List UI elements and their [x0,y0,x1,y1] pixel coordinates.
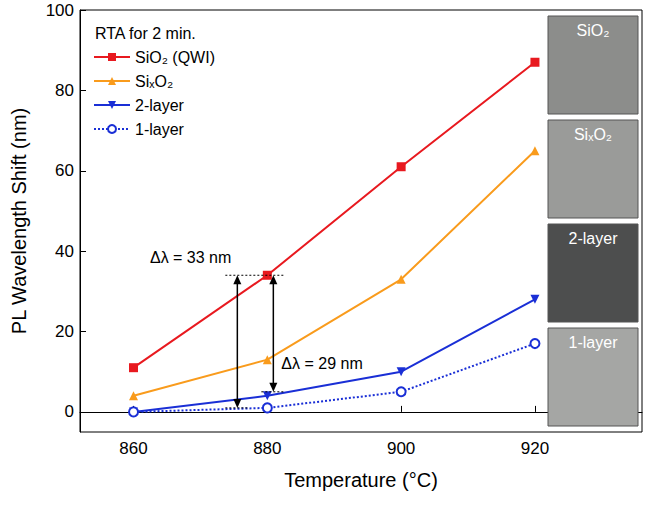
svg-text:SiO₂: SiO₂ [577,22,610,39]
svg-text:0: 0 [65,402,74,421]
svg-text:2-layer: 2-layer [569,230,619,247]
svg-text:SiO₂ (QWI): SiO₂ (QWI) [135,49,215,66]
svg-text:1-layer: 1-layer [569,334,619,351]
svg-text:880: 880 [253,439,281,458]
svg-text:20: 20 [55,322,74,341]
svg-text:80: 80 [55,81,74,100]
svg-text:Δλ = 29 nm: Δλ = 29 nm [281,355,362,372]
svg-text:100: 100 [46,1,74,20]
svg-text:SiₓO₂: SiₓO₂ [574,126,612,143]
svg-text:Δλ = 33 nm: Δλ = 33 nm [150,249,231,266]
svg-text:SiₓO₂: SiₓO₂ [135,73,173,90]
svg-text:RTA for 2 min.: RTA for 2 min. [95,25,196,42]
svg-text:2-layer: 2-layer [135,97,185,114]
svg-text:860: 860 [119,439,147,458]
svg-text:60: 60 [55,161,74,180]
svg-text:40: 40 [55,242,74,261]
svg-text:900: 900 [387,439,415,458]
svg-text:920: 920 [521,439,549,458]
svg-text:PL Wavelength Shift (nm): PL Wavelength Shift (nm) [8,108,30,334]
svg-text:Temperature (°C): Temperature (°C) [284,469,438,491]
svg-text:1-layer: 1-layer [135,121,185,138]
